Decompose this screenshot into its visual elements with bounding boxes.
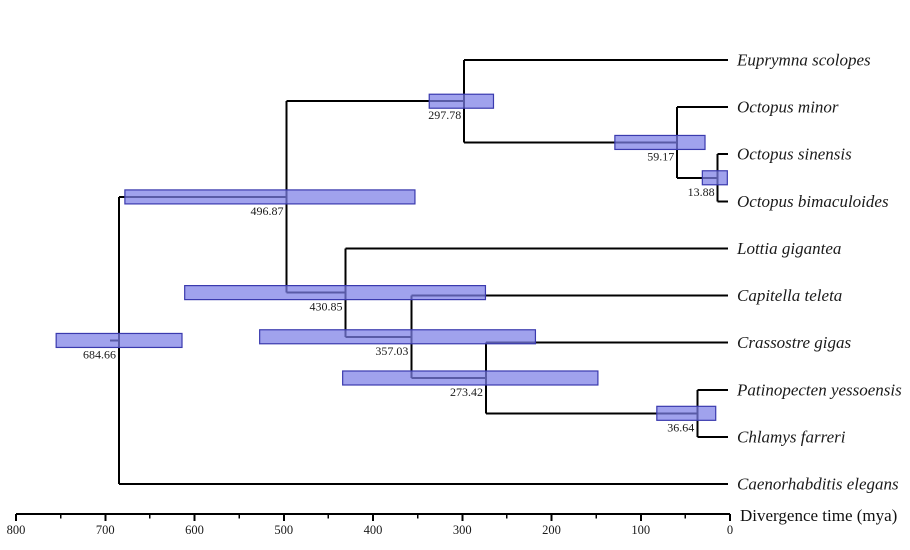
tip-label-crassostre-gigas: Crassostre gigas [737,333,852,352]
tip-label-octopus-bimaculoides: Octopus bimaculoides [737,192,889,211]
tip-label-caenorhabditis-elegans: Caenorhabditis elegans [737,474,899,493]
node-age-label-273.42: 273.42 [450,385,483,399]
axis-tick-label-300: 300 [453,523,472,537]
axis-tick-label-100: 100 [631,523,650,537]
x-axis-title: Divergence time (mya) [740,506,898,525]
tip-label-lottia-gigantea: Lottia gigantea [736,239,841,258]
hpd-bar-357.03 [259,329,537,345]
node-age-label-684.66: 684.66 [83,347,116,361]
node-age-label-297.78: 297.78 [428,108,461,122]
hpd-bar-684.66 [55,332,183,349]
tip-label-octopus-sinensis: Octopus sinensis [737,145,852,164]
hpd-bar-273.42 [342,370,599,386]
hpd-bar-297.78 [428,93,495,109]
node-age-label-13.88: 13.88 [688,185,715,199]
axis-tick-label-500: 500 [274,523,293,537]
hpd-bar-496.87 [124,189,416,205]
node-age-label-36.64: 36.64 [667,420,694,434]
tip-label-octopus-minor: Octopus minor [737,98,839,117]
node-age-label-430.85: 430.85 [309,300,342,314]
tip-label-capitella-teleta: Capitella teleta [737,286,842,305]
hpd-bar-13.88 [701,170,728,186]
hpd-bar-36.64 [656,405,717,421]
hpd-bar-59.17 [614,134,706,151]
tip-label-patinopecten-yessoensis: Patinopecten yessoensis [736,380,902,399]
node-age-label-59.17: 59.17 [647,149,674,163]
hpd-bar-430.85 [184,285,487,301]
axis-tick-label-800: 800 [7,523,26,537]
tip-label-chlamys-farreri: Chlamys farreri [737,427,846,446]
axis-tick-label-0: 0 [727,523,733,537]
axis-tick-label-700: 700 [96,523,115,537]
tip-label-euprymna-scolopes: Euprymna scolopes [736,51,871,70]
axis-tick-label-200: 200 [542,523,561,537]
node-age-label-496.87: 496.87 [251,204,284,218]
node-age-label-357.03: 357.03 [375,344,408,358]
axis-tick-label-400: 400 [364,523,383,537]
axis-tick-label-600: 600 [185,523,204,537]
